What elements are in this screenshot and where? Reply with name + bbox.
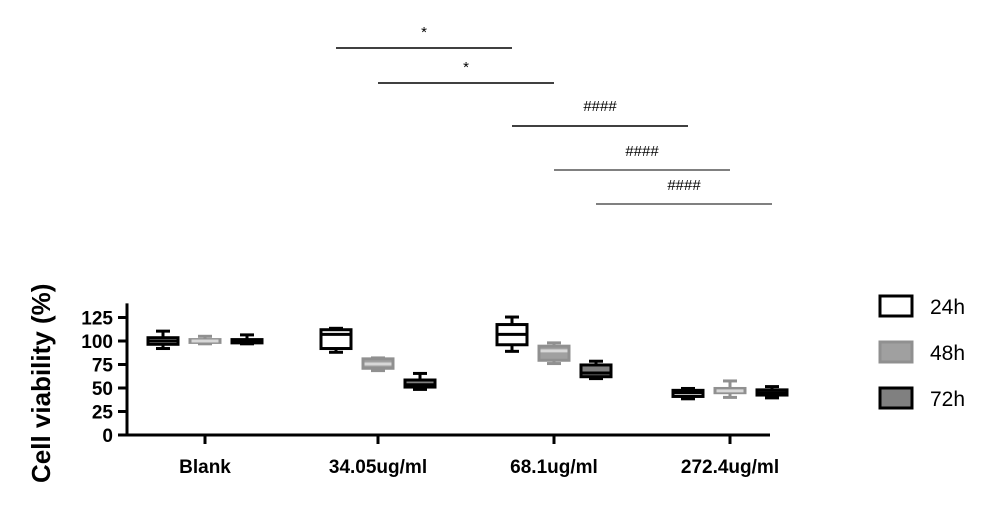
significance-label: #### [625,143,659,160]
x-tick-label: 34.05ug/ml [329,457,427,478]
x-tick-label: 68.1ug/ml [510,457,598,478]
legend-swatch-48h [878,340,914,364]
y-axis-label: Cell viability (%) [26,284,56,483]
x-axis-ticks: Blank 34.05ug/ml 68.1ug/ml 272.4ug/ml [179,435,779,478]
legend-label-24h: 24h [930,296,965,319]
significance-label: * [421,24,427,41]
legend-swatch-24h [878,294,914,318]
series-72h [230,333,789,400]
legend-swatch-72h [878,386,914,410]
significance-annotations: * * #### #### #### [336,24,772,205]
box-iqr [319,328,353,351]
y-tick-label: 75 [92,356,114,377]
series-48h [188,334,747,399]
y-tick-label: 25 [92,403,114,424]
y-tick-label: 50 [92,379,113,400]
series-24h [146,315,705,401]
y-tick-label: 125 [81,309,113,330]
axes [125,303,770,437]
box-iqr [537,344,571,362]
significance-label: #### [667,177,701,194]
box-iqr [579,363,613,379]
x-tick-label: Blank [179,457,231,478]
x-tick-label: 272.4ug/ml [681,457,779,478]
y-tick-label: 0 [102,426,113,447]
legend: 24h 48h 72h [878,294,965,411]
box-plot-series [146,315,789,401]
legend-label-72h: 72h [930,388,965,411]
significance-label: #### [583,98,617,115]
significance-label: * [463,59,469,76]
legend-label-48h: 48h [930,342,965,365]
y-tick-label: 100 [81,332,113,353]
